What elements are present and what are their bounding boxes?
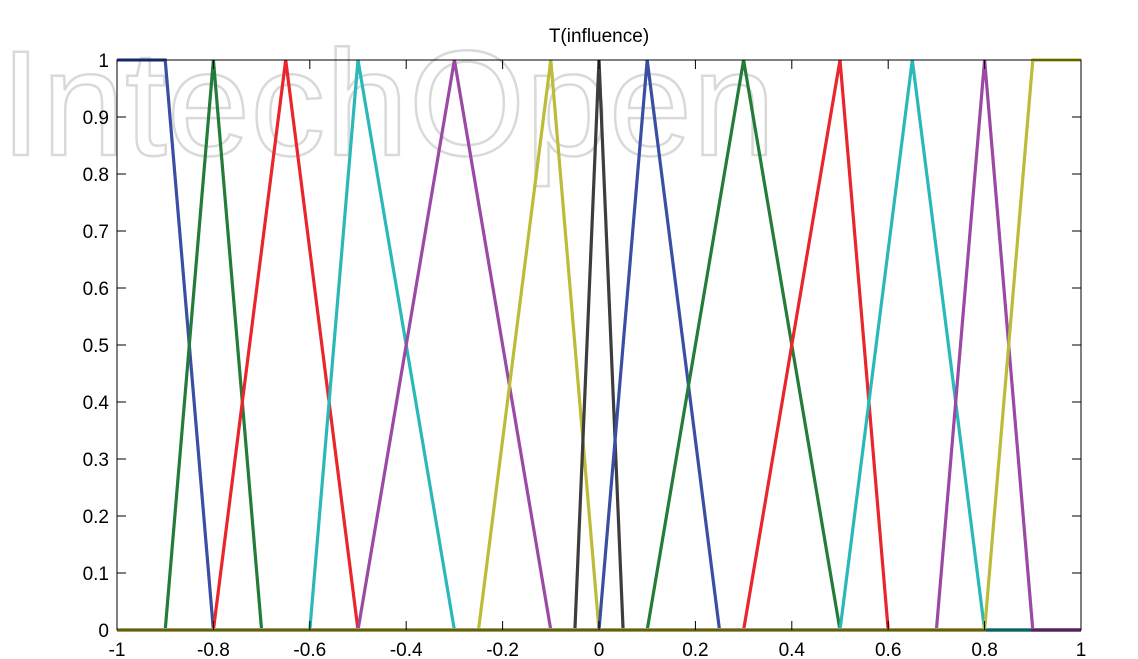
y-tick-label: 0.4 <box>83 393 110 414</box>
tick-layer: -1 -0.8 -0.6 -0.4 -0.2 0 0.2 0.4 0.6 0.8 1 0 0.1 0.2 0… <box>83 51 1087 659</box>
x-tick-label: 0.8 <box>971 640 997 659</box>
x-tick-label: -0.4 <box>390 640 423 659</box>
x-tick-label: -0.8 <box>197 640 230 659</box>
y-tick-label: 1 <box>98 51 109 72</box>
x-tick-label: -0.6 <box>293 640 326 659</box>
x-tick-label: 0.4 <box>779 640 806 659</box>
x-tick-label: 1 <box>1076 640 1087 659</box>
y-tick-label: 0.6 <box>83 279 109 300</box>
y-tick-label: 0.5 <box>83 336 109 357</box>
y-tick-label: 0.1 <box>83 564 109 585</box>
x-tick-label: -1 <box>109 640 126 659</box>
chart-title: T(influence) <box>549 26 649 47</box>
y-tick-label: 0.9 <box>83 108 109 129</box>
y-tick-label: 0.7 <box>83 222 109 243</box>
y-tick-label: 0.2 <box>83 507 109 528</box>
watermark-text: IntechOpen <box>0 19 776 187</box>
y-tick-label: 0.8 <box>83 165 109 186</box>
x-tick-label: 0 <box>594 640 605 659</box>
y-tick-label: 0 <box>98 621 109 642</box>
y-tick-label: 0.3 <box>83 450 109 471</box>
x-tick-label: 0.2 <box>682 640 708 659</box>
x-tick-label: -0.2 <box>486 640 519 659</box>
x-tick-label: 0.6 <box>875 640 901 659</box>
